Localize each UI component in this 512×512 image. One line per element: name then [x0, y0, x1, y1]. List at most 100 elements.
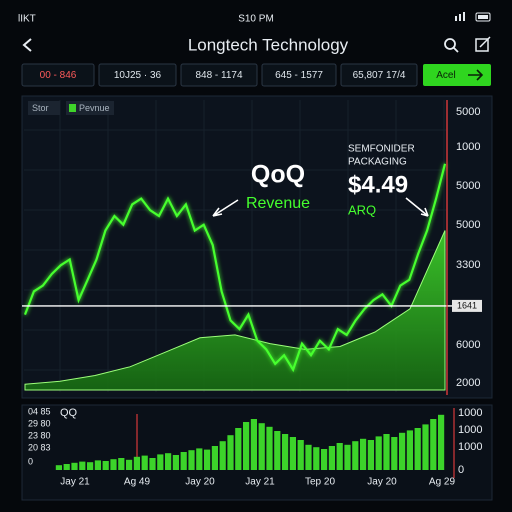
- back-button[interactable]: [22, 38, 32, 52]
- action-button-label: Acel: [436, 70, 455, 81]
- volume-x-label: Jay 20: [185, 477, 215, 488]
- volume-bar: [336, 443, 343, 470]
- volume-bar: [406, 430, 413, 470]
- volume-left-label: 0: [28, 456, 33, 466]
- volume-bar: [118, 458, 125, 470]
- volume-bar: [71, 462, 78, 470]
- axis-label: 1000: [456, 141, 480, 153]
- action-button-box: [423, 64, 491, 86]
- tab-box: [261, 63, 337, 87]
- axis-label: 5000: [456, 219, 480, 231]
- volume-bar: [165, 453, 172, 470]
- volume-right-label: 1000: [458, 441, 482, 453]
- volume-bar: [305, 444, 312, 470]
- annotation-label: Revenue: [246, 195, 310, 212]
- volume-x-label: Jay 21: [60, 477, 90, 488]
- volume-bar: [204, 449, 211, 470]
- volume-chart: QQ 04 85 29 80 23 80 20 83 0 1000 1000 1000 0 Jay …: [28, 406, 482, 487]
- volume-left-label: 23 80: [28, 430, 51, 440]
- volume-title: QQ: [60, 407, 78, 419]
- volume-bar: [313, 447, 320, 470]
- arrow-icon: [468, 69, 484, 81]
- reference-label: 1641: [457, 300, 477, 310]
- tab-label: 848 - 1174: [195, 70, 243, 81]
- volume-bar: [102, 461, 109, 470]
- axis-label: 6000: [456, 339, 480, 351]
- volume-bar: [235, 428, 242, 470]
- axis-label: 2000: [456, 377, 480, 389]
- search-button[interactable]: [444, 38, 459, 53]
- annotation-title: QoQ: [251, 161, 305, 189]
- volume-bar: [274, 431, 281, 470]
- price-line: [23, 163, 447, 373]
- volume-bar: [360, 438, 367, 470]
- annotation-arrow: [212, 199, 239, 217]
- volume-right-label: 1000: [458, 424, 482, 436]
- main-chart: 1641 5000 1000 5000 5000 3300 6000 2000 Stor Pevn…: [22, 100, 482, 395]
- volume-x-label: Jay 21: [245, 477, 275, 488]
- clock: S10 PM: [238, 14, 274, 25]
- volume-bar: [79, 461, 86, 470]
- tab[interactable]: 10J25 · 36: [98, 63, 177, 87]
- legend-box: [66, 101, 114, 115]
- volume-bar: [196, 448, 203, 470]
- tab[interactable]: 848 - 1174: [180, 63, 258, 87]
- volume-bar: [422, 424, 429, 470]
- tab-bar: 00 - 846 10J25 · 36 848 - 1174 645 - 1577 65…: [21, 63, 491, 87]
- volume-bar: [344, 444, 351, 470]
- annotation-arrow: [405, 197, 429, 217]
- annotation-company: SEMFONIDER: [348, 144, 415, 155]
- revenue-area: [24, 230, 446, 391]
- volume-bar: [87, 462, 94, 470]
- tab-label: 65,807 17/4: [353, 70, 406, 81]
- volume-bar: [399, 432, 406, 470]
- volume-left-label: 04 85: [28, 406, 51, 416]
- volume-bar: [157, 454, 164, 470]
- volume-bar: [227, 435, 234, 470]
- volume-bar: [430, 419, 437, 470]
- annotation-label: ARQ: [348, 202, 376, 217]
- volume-bar: [211, 446, 218, 470]
- tab-label: 645 - 1577: [275, 70, 323, 81]
- volume-bar: [133, 456, 140, 470]
- legend-label: Pevnue: [79, 103, 110, 113]
- volume-bar: [383, 434, 390, 470]
- volume-bar: [289, 437, 296, 470]
- carrier: lIKT: [18, 14, 36, 25]
- volume-bar: [266, 426, 273, 470]
- volume-x-label: Jay 20: [367, 477, 397, 488]
- volume-bar: [243, 422, 250, 470]
- annotation-price: $4.49: [348, 171, 408, 198]
- tab-box: [98, 63, 177, 87]
- axis-label: 5000: [456, 180, 480, 192]
- volume-bar: [149, 458, 156, 470]
- tab[interactable]: 00 - 846: [21, 63, 95, 87]
- legend-box: [28, 101, 60, 115]
- volume-bar: [63, 464, 70, 470]
- volume-bar: [375, 436, 382, 470]
- tab-box: [21, 63, 95, 87]
- tab-label: 10J25 · 36: [114, 70, 162, 81]
- volume-bar: [391, 437, 398, 470]
- volume-bar: [297, 440, 304, 470]
- volume-bar: [172, 455, 179, 470]
- volume-bar: [321, 449, 328, 470]
- volume-bar: [352, 441, 359, 470]
- volume-bar: [258, 423, 265, 470]
- volume-left-label: 20 83: [28, 442, 51, 452]
- tab-box: [340, 63, 418, 87]
- action-button[interactable]: Acel: [423, 64, 491, 86]
- volume-bar: [110, 459, 117, 470]
- volume-x-label: Ag 29: [429, 477, 456, 488]
- axis-label: 5000: [456, 106, 480, 118]
- tab[interactable]: 65,807 17/4: [340, 63, 418, 87]
- edit-button[interactable]: [475, 36, 491, 52]
- volume-bar: [367, 440, 374, 470]
- volume-bar: [328, 446, 335, 470]
- tab-box: [180, 63, 258, 87]
- tab-label: 00 - 846: [40, 70, 77, 81]
- volume-bar: [438, 414, 445, 470]
- axis-label: 3300: [456, 259, 480, 271]
- volume-left-label: 29 80: [28, 418, 51, 428]
- tab[interactable]: 645 - 1577: [261, 63, 337, 87]
